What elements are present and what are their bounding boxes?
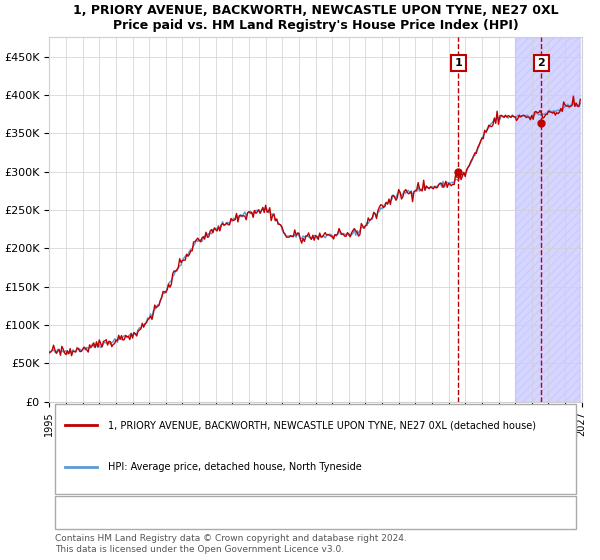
Text: 1, PRIORY AVENUE, BACKWORTH, NEWCASTLE UPON TYNE, NE27 0XL (detached house): 1, PRIORY AVENUE, BACKWORTH, NEWCASTLE U…	[108, 420, 536, 430]
FancyBboxPatch shape	[55, 496, 577, 529]
Title: 1, PRIORY AVENUE, BACKWORTH, NEWCASTLE UPON TYNE, NE27 0XL
Price paid vs. HM Lan: 1, PRIORY AVENUE, BACKWORTH, NEWCASTLE U…	[73, 4, 559, 32]
Text: 2: 2	[538, 58, 545, 68]
Text: HPI: Average price, detached house, North Tyneside: HPI: Average price, detached house, Nort…	[108, 463, 362, 472]
Text: Contains HM Land Registry data © Crown copyright and database right 2024.
This d: Contains HM Land Registry data © Crown c…	[55, 534, 406, 554]
FancyBboxPatch shape	[55, 404, 577, 493]
Bar	[515, 38, 580, 402]
Text: 1: 1	[454, 58, 462, 68]
Bar	[515, 38, 580, 402]
